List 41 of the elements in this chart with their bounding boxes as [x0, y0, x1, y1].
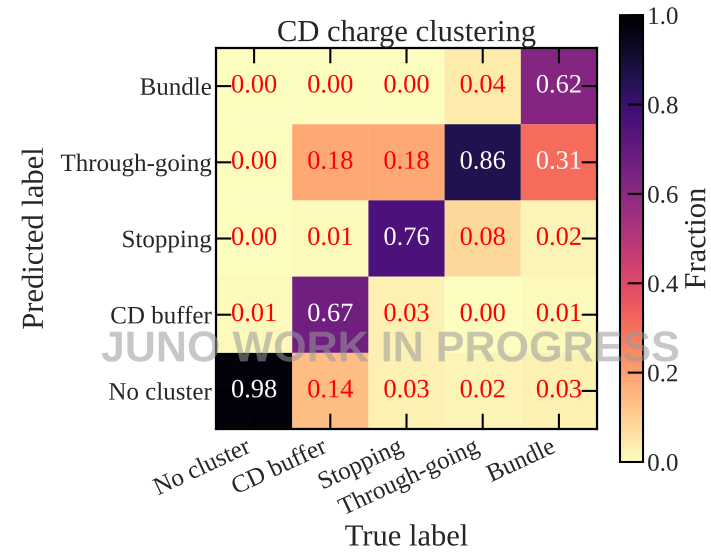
y-tick-label: Through-going: [60, 154, 212, 176]
data-label: 0.08: [460, 227, 505, 246]
data-label: 0.03: [536, 380, 581, 398]
color-bar-label: 0.8: [648, 96, 678, 114]
data-label: 0.03: [384, 304, 429, 322]
data-label: 0.00: [384, 74, 429, 93]
y-tick-label: Bundle: [140, 77, 211, 96]
data-label: 0.18: [384, 151, 429, 170]
data-label: 0.31: [536, 151, 580, 170]
data-label: 0.02: [460, 380, 504, 398]
data-label: 0.01: [536, 304, 580, 322]
data-label: 0.03: [384, 380, 429, 398]
data-label: 0.86: [460, 151, 506, 170]
y-tick-label: No cluster: [109, 382, 212, 400]
data-label: 0.04: [460, 74, 506, 93]
y-tick-label: CD buffer: [111, 306, 212, 324]
y-tick-label: Stopping: [123, 230, 212, 253]
color-bar-label: 0.4: [648, 275, 678, 292]
y-axis-title: Predicted label: [22, 148, 44, 329]
color-bar-label: 1.0: [649, 7, 678, 24]
chart-title: CD charge clustering: [278, 20, 536, 48]
color-bar-label: 0.0: [648, 454, 678, 472]
data-label: 0.01: [308, 227, 352, 246]
data-label: 0.00: [232, 74, 276, 93]
data-label: 0.01: [232, 304, 276, 322]
color-bar-label: 0.2: [648, 364, 678, 382]
data-label: 0.18: [308, 151, 352, 170]
x-tick-label: Bundle: [484, 436, 556, 482]
data-label: 0.00: [460, 304, 505, 322]
x-axis-title: True label: [345, 524, 468, 546]
color-bar-title: Fraction: [684, 188, 706, 289]
data-label: 0.67: [308, 304, 353, 322]
data-label: 0.00: [232, 227, 276, 246]
data-label: 0.76: [384, 227, 429, 246]
data-label: 0.62: [536, 74, 581, 93]
data-label: 0.00: [232, 151, 276, 170]
data-label: 0.98: [232, 380, 276, 398]
data-label: 0.02: [536, 227, 581, 246]
data-label: 0.14: [308, 380, 353, 398]
color-bar-label: 0.6: [648, 186, 678, 203]
data-label: 0.00: [308, 74, 352, 93]
